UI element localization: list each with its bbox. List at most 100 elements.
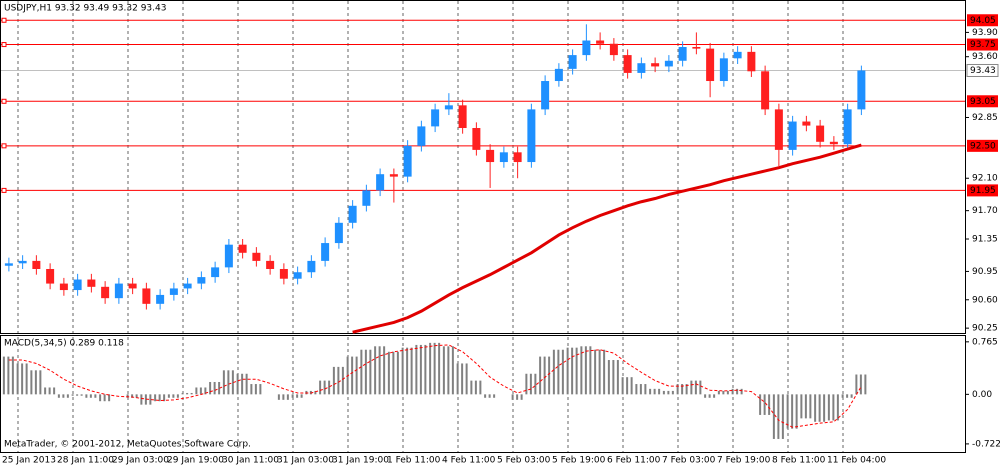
- level-label: 92.50: [970, 141, 996, 151]
- macd-bar: [447, 346, 450, 395]
- candle-body: [376, 174, 385, 191]
- macd-bar: [383, 346, 386, 395]
- candle-body: [348, 205, 357, 223]
- macd-signal: [8, 344, 862, 428]
- macd-bar: [245, 373, 248, 395]
- candle-body: [527, 109, 536, 163]
- macd-bar: [557, 349, 560, 395]
- macd-bar: [763, 394, 766, 415]
- macd-bar: [438, 342, 441, 395]
- candle-body: [458, 105, 467, 129]
- footer: MetaTrader, © 2001-2012, MetaQuotes Soft…: [4, 440, 251, 450]
- level-marker: [1, 187, 7, 193]
- macd-bar: [635, 384, 638, 395]
- macd-bar: [520, 394, 523, 400]
- macd-bar: [424, 344, 427, 395]
- macd-bar: [488, 394, 491, 398]
- candle-body: [252, 252, 261, 261]
- price-panel: [0, 0, 966, 334]
- macd-bar: [236, 373, 239, 395]
- macd-bar: [442, 346, 445, 395]
- candle-body: [156, 294, 165, 304]
- x-tick-label: 31 Jan 03:00: [277, 456, 334, 466]
- candle-body: [706, 48, 715, 82]
- macd-bar: [726, 390, 729, 395]
- candle-body: [403, 145, 412, 177]
- macd-bar: [21, 363, 24, 395]
- macd-bar: [704, 394, 707, 398]
- candle-body: [733, 51, 742, 59]
- macd-bar: [804, 394, 807, 419]
- level-label: 93.05: [970, 97, 996, 107]
- macd-bar: [291, 394, 294, 398]
- y-tick-label: 92.85: [972, 113, 998, 123]
- macd-bar: [222, 370, 225, 395]
- candle-body: [307, 260, 316, 273]
- macd-bar: [282, 394, 285, 400]
- macd-bar: [859, 374, 862, 395]
- macd-bar: [786, 394, 789, 429]
- macd-bar: [777, 394, 780, 439]
- candle-body: [183, 283, 192, 289]
- macd-bar: [630, 377, 633, 395]
- macd-bar: [717, 390, 720, 395]
- macd-bar: [433, 342, 436, 395]
- candle-body: [788, 121, 797, 150]
- macd-bar: [374, 346, 377, 395]
- x-tick-label: 7 Feb 03:00: [662, 456, 716, 466]
- macd-bar: [612, 360, 615, 395]
- macd-bar: [566, 347, 569, 395]
- candle-body: [417, 126, 426, 146]
- macd-bar: [653, 388, 656, 395]
- macd-bar: [539, 356, 542, 395]
- macd-bar: [351, 356, 354, 395]
- macd-bar: [603, 349, 606, 395]
- macd-panel: [0, 335, 966, 453]
- macd-bar: [66, 394, 69, 398]
- macd-bar: [479, 380, 482, 395]
- candle-body: [761, 71, 770, 110]
- macd-bar: [167, 394, 170, 398]
- macd-bar: [662, 390, 665, 395]
- macd-bar: [644, 384, 647, 395]
- macd-bar: [791, 394, 794, 429]
- candle-body: [128, 283, 137, 289]
- macd-bar: [85, 394, 88, 398]
- macd-bar: [57, 394, 60, 398]
- level-marker: [1, 42, 7, 48]
- macd-bar: [626, 377, 629, 395]
- candle-body: [802, 121, 811, 126]
- macd-bar: [337, 366, 340, 395]
- x-tick-label: 5 Feb 19:00: [552, 456, 606, 466]
- macd-bar: [451, 346, 454, 395]
- current-price-label: 93.43: [970, 66, 996, 76]
- macd-bar: [30, 370, 33, 395]
- macd-bar: [89, 394, 92, 398]
- candle-body: [444, 105, 453, 110]
- macd-bar: [598, 349, 601, 395]
- y-tick-label: 90.60: [972, 295, 998, 305]
- chart-title: USDJPY,H1 93.32 93.49 93.32 93.43: [4, 4, 166, 14]
- macd-bar: [62, 394, 65, 398]
- y-tick-label: 92.10: [972, 174, 998, 184]
- macd-bar: [231, 370, 234, 395]
- candle-body: [431, 109, 440, 127]
- level-marker: [1, 17, 7, 23]
- candle-body: [32, 260, 41, 269]
- macd-bar: [850, 394, 853, 398]
- macd-bar: [552, 349, 555, 395]
- y-tick-label: 91.70: [972, 206, 998, 216]
- macd-bar: [768, 394, 771, 415]
- macd-bar: [11, 356, 14, 395]
- candle-body: [692, 46, 701, 49]
- macd-bar: [323, 380, 326, 395]
- macd-bar: [456, 363, 459, 395]
- y-tick-label: 90.25: [972, 324, 998, 334]
- x-tick-label: 31 Jan 19:00: [332, 456, 389, 466]
- candle-body: [678, 46, 687, 61]
- macd-bar: [781, 394, 784, 439]
- macd-bar: [841, 394, 844, 398]
- x-tick-label: 25 Jan 2013: [2, 456, 56, 466]
- macd-bar: [80, 394, 83, 396]
- x-tick-label: 6 Feb 11:00: [607, 456, 661, 466]
